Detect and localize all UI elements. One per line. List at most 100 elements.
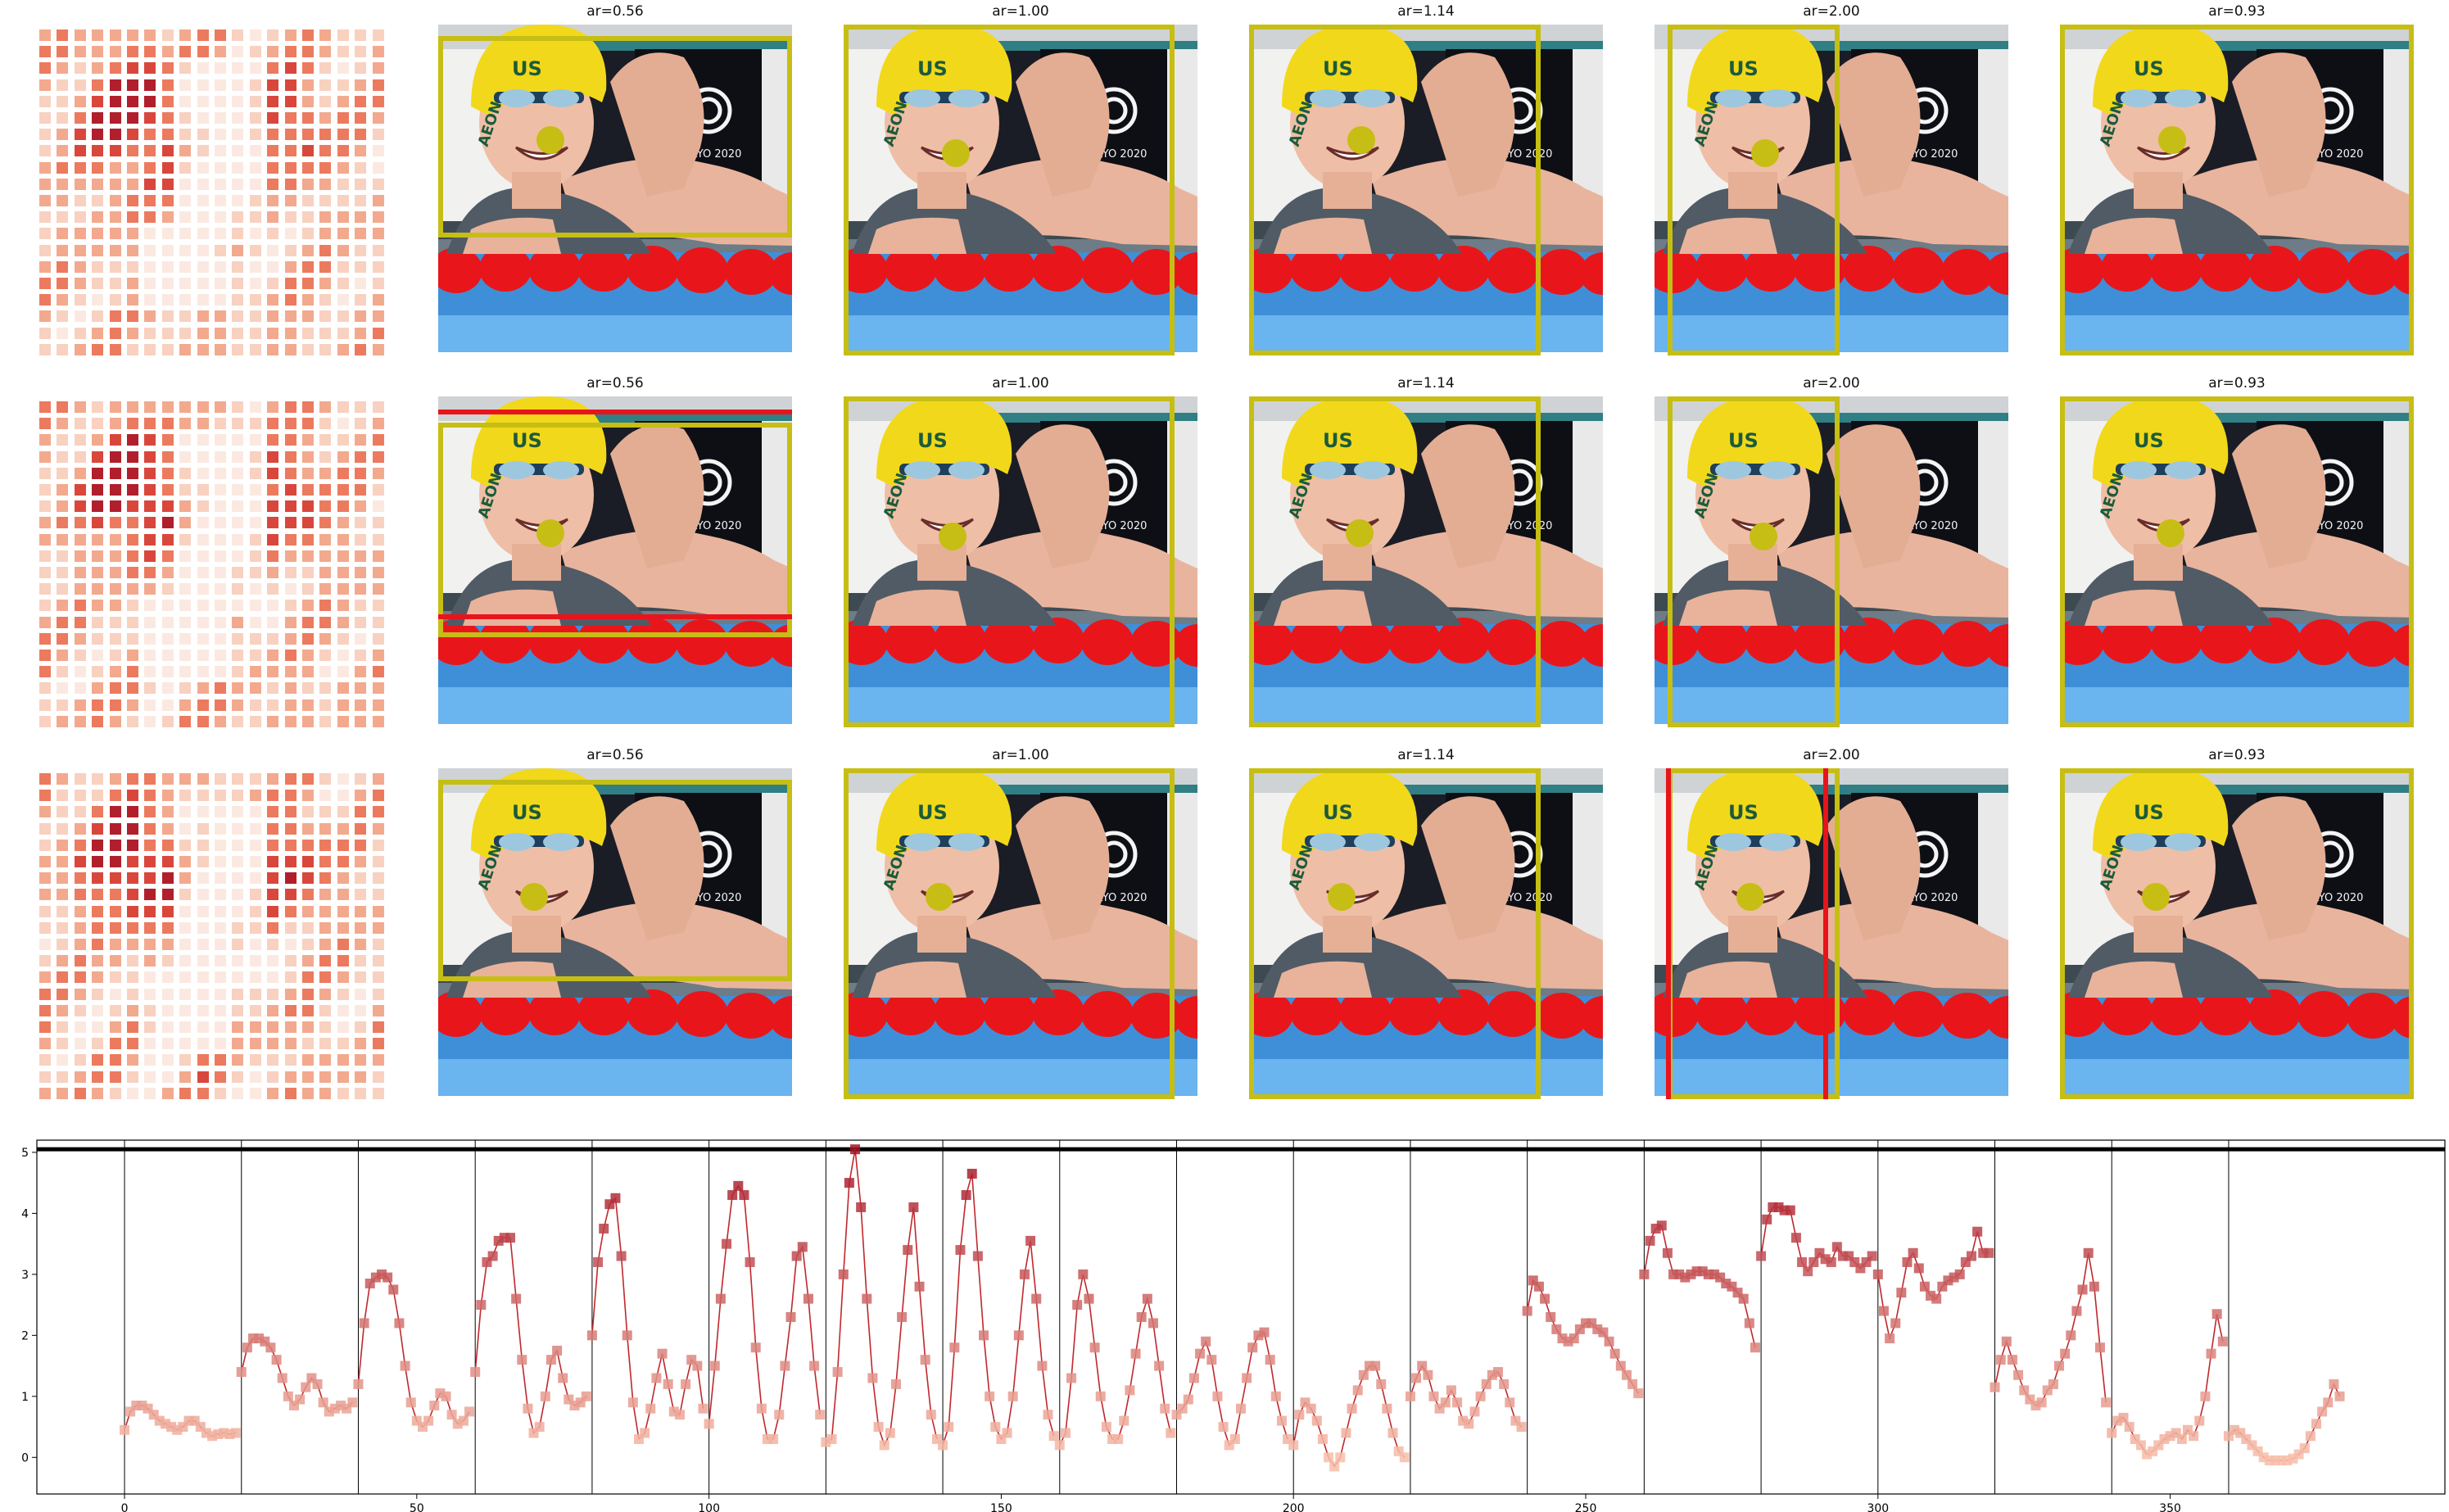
- heatmap-cell: [337, 260, 349, 273]
- heatmap-cell: [197, 278, 209, 289]
- heatmap-cell: [372, 921, 384, 934]
- heatmap-cell: [372, 161, 384, 174]
- heatmap-cell: [319, 244, 332, 256]
- data-point: [1505, 1397, 1515, 1408]
- heatmap-cell: [284, 699, 297, 711]
- data-point: [1013, 1330, 1024, 1341]
- data-point: [1803, 1266, 1813, 1277]
- heatmap-cell: [127, 79, 138, 91]
- heatmap-cell: [267, 228, 279, 240]
- heatmap-cell: [179, 806, 192, 818]
- heatmap-cell: [372, 327, 384, 339]
- heatmap-cell: [161, 294, 174, 306]
- heatmap-cell: [267, 822, 279, 835]
- data-point: [446, 1410, 457, 1420]
- heatmap-cell: [74, 500, 86, 513]
- heatmap-cell: [215, 790, 226, 802]
- data-point: [1399, 1452, 1410, 1463]
- heatmap-cell: [161, 839, 174, 851]
- heatmap-cell: [284, 1054, 297, 1066]
- heatmap-cell: [319, 62, 332, 75]
- heatmap-cell: [319, 889, 332, 901]
- heatmap-cell: [144, 145, 156, 157]
- crop-box: [2060, 768, 2414, 1099]
- crop-panel: ar=0.56 TOKYO 2020 US AEON: [438, 375, 792, 724]
- heatmap-cell: [372, 872, 384, 885]
- data-point: [803, 1293, 813, 1304]
- heatmap-cell: [302, 484, 314, 496]
- heatmap-cell: [284, 1021, 297, 1033]
- data-point: [312, 1378, 323, 1389]
- heatmap-cell: [232, 1087, 244, 1099]
- heatmap-cell: [57, 971, 69, 984]
- heatmap-cell: [39, 650, 51, 661]
- heatmap-cell: [74, 79, 86, 91]
- heatmap-cell: [215, 310, 226, 323]
- heatmap-cell: [57, 839, 69, 851]
- heatmap-cell: [109, 773, 121, 785]
- heatmap-cell: [92, 450, 104, 463]
- heatmap-cell: [161, 650, 174, 661]
- heatmap-cell: [57, 450, 69, 463]
- panel-title: ar=2.00: [1803, 375, 1860, 392]
- heatmap-cell: [161, 1071, 174, 1083]
- fixation-dot: [1328, 883, 1356, 911]
- heatmap-cell: [232, 29, 244, 41]
- data-point: [1913, 1263, 1924, 1274]
- heatmap-cell: [249, 790, 261, 802]
- heatmap-cell: [109, 79, 121, 91]
- heatmap-cell: [232, 533, 244, 545]
- heatmap-cell: [249, 600, 261, 612]
- heatmap-cell: [355, 666, 367, 678]
- heatmap-cell: [161, 1038, 174, 1050]
- heatmap-cell: [161, 327, 174, 339]
- data-point: [2083, 1247, 2094, 1258]
- heatmap-cell: [39, 228, 51, 240]
- heatmap-cell: [337, 401, 349, 413]
- data-point: [1101, 1422, 1111, 1433]
- heatmap-cell: [109, 1038, 121, 1050]
- data-point: [2217, 1336, 2228, 1347]
- heatmap-cell: [92, 790, 104, 802]
- heatmap-cell: [267, 1021, 279, 1033]
- heatmap-cell: [92, 955, 104, 967]
- heatmap-cell: [92, 856, 104, 867]
- heatmap-cell: [161, 500, 174, 513]
- heatmap-cell: [232, 467, 244, 479]
- heatmap-cell: [249, 822, 261, 835]
- heatmap-cell: [284, 228, 297, 240]
- heatmap-cell: [109, 889, 121, 901]
- data-point: [1019, 1269, 1030, 1279]
- fixation-dot: [2142, 883, 2170, 911]
- heatmap-cell: [74, 310, 86, 323]
- heatmap-cell: [197, 29, 209, 41]
- heatmap-cell: [284, 294, 297, 306]
- data-point: [1797, 1256, 1808, 1267]
- heatmap-cell: [232, 806, 244, 818]
- svg-text:US: US: [1728, 801, 1759, 824]
- heatmap-cell: [179, 682, 192, 695]
- heatmap-cell: [179, 856, 192, 867]
- heatmap-cell: [39, 955, 51, 967]
- heatmap-cell: [232, 244, 244, 256]
- heatmap-cell: [57, 401, 69, 413]
- heatmap-cell: [144, 773, 156, 785]
- heatmap-cell: [57, 889, 69, 901]
- heatmap-cell: [179, 955, 192, 967]
- heatmap-cell: [179, 666, 192, 678]
- data-point: [610, 1193, 621, 1203]
- heatmap-cell: [319, 29, 332, 41]
- heatmap-cell: [249, 550, 261, 562]
- data-point: [552, 1345, 563, 1356]
- data-point: [2089, 1281, 2099, 1292]
- heatmap-cell: [337, 79, 349, 91]
- heatmap-cell: [57, 29, 69, 41]
- heatmap-cell: [267, 921, 279, 934]
- data-point: [2107, 1428, 2117, 1438]
- heatmap-cell: [319, 650, 332, 661]
- heatmap-cell: [144, 450, 156, 463]
- heatmap-cell: [232, 62, 244, 75]
- heatmap-cell: [319, 939, 332, 950]
- heatmap-cell: [57, 773, 69, 785]
- heatmap-cell: [355, 715, 367, 727]
